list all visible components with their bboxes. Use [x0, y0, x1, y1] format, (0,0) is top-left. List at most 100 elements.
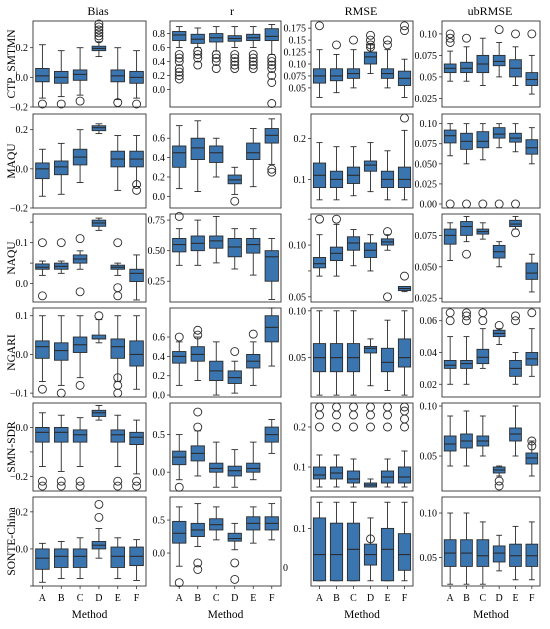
outlier-point: [511, 29, 520, 39]
iqr-box: [35, 426, 50, 443]
y-tick-label: 0.4: [153, 57, 166, 68]
box-c: [346, 146, 361, 197]
y-tick-label: 0.25: [148, 277, 166, 288]
panel-frame: [169, 213, 282, 303]
outlier-point: [267, 71, 277, 80]
box-a: [35, 542, 50, 583]
box-e: [509, 123, 522, 209]
outlier-point: [315, 214, 324, 224]
outlier-point: [94, 311, 104, 321]
y-tick-label: 0.6: [153, 43, 166, 54]
box-b: [54, 50, 69, 109]
box-e: [110, 135, 125, 191]
iqr-box: [397, 533, 412, 571]
outlier-point: [37, 238, 47, 248]
panel-frame: [441, 213, 541, 303]
panel-naqu-r: 0.25 0.50 0.75: [148, 211, 282, 303]
iqr-box: [363, 345, 378, 354]
outlier-point: [230, 347, 240, 356]
box-b: [460, 512, 473, 585]
outlier-point: [445, 29, 455, 39]
iqr-box: [312, 517, 327, 582]
y-tick-label: 0.04: [420, 348, 438, 359]
box-a: [312, 501, 327, 582]
box-d: [363, 402, 378, 488]
box-a: [172, 434, 187, 492]
x-axis-label: Method: [344, 609, 380, 621]
x-tick-label-b: B: [463, 593, 470, 604]
y-tick-label: 0.10: [420, 119, 438, 130]
box-d: [91, 499, 107, 559]
panel-frame: [310, 307, 414, 398]
iqr-box: [476, 348, 490, 365]
y-tick-label: 0.2: [16, 125, 29, 136]
panel-sonte-china-rmse: 0.1: [294, 496, 414, 587]
outlier-point: [230, 196, 240, 206]
x-tick-label-e: E: [250, 593, 256, 604]
panel-frame: [310, 113, 414, 209]
panel-sonte-china-bias: 0.0 0.2: [16, 496, 147, 587]
box-a: [443, 512, 457, 585]
y-tick-label: 0.4: [153, 352, 166, 363]
box-d: [363, 338, 378, 387]
outlier-point: [211, 53, 221, 63]
iqr-box: [91, 409, 107, 417]
box-a: [172, 26, 187, 84]
y-tick-label: 0.6: [153, 333, 166, 344]
outlier-point: [445, 308, 455, 318]
outlier-point: [174, 53, 184, 63]
iqr-box: [397, 166, 412, 189]
box-b: [54, 414, 69, 491]
box-b: [329, 214, 344, 277]
outlier-point: [527, 441, 537, 451]
panel-ngari-ubrmse: 0.02 0.04 0.06: [420, 307, 541, 398]
box-d: [227, 347, 242, 394]
iqr-box: [54, 160, 69, 176]
x-tick-label-b: B: [333, 593, 340, 604]
iqr-box: [72, 69, 88, 81]
outlier-point: [366, 402, 375, 412]
box-e: [380, 150, 395, 201]
x-axis-label: Method: [208, 609, 244, 621]
iqr-box: [172, 145, 187, 168]
iqr-box: [91, 334, 107, 340]
box-c: [346, 310, 361, 396]
box-b: [460, 216, 473, 259]
x-tick-label-f: F: [529, 593, 535, 604]
box-e: [246, 128, 261, 188]
box-e: [110, 47, 125, 108]
iqr-box: [246, 462, 261, 473]
box-f: [129, 315, 144, 390]
panel-frame: [169, 20, 282, 108]
box-f: [264, 419, 279, 454]
outlier-point: [193, 60, 203, 70]
box-d: [363, 142, 378, 193]
outlier-point: [230, 574, 240, 584]
box-b: [190, 503, 205, 574]
box-b: [329, 146, 344, 201]
box-c: [209, 137, 224, 178]
outlier-point: [383, 402, 392, 412]
iqr-box: [329, 68, 344, 82]
x-tick-label-a: A: [39, 593, 47, 604]
panel-frame: [169, 496, 282, 587]
box-c: [346, 35, 361, 89]
box-d: [492, 25, 506, 78]
iqr-box: [54, 426, 69, 443]
iqr-box: [264, 250, 279, 282]
box-b: [460, 123, 473, 209]
y-tick-label: 0.075: [415, 139, 438, 150]
iqr-box: [264, 315, 279, 343]
iqr-box: [110, 546, 125, 568]
panel-frame: [169, 402, 282, 492]
outlier-point: [248, 53, 258, 63]
y-tick-label: −0.2: [10, 472, 28, 483]
outlier-point: [383, 292, 392, 302]
panel-frame: [32, 213, 147, 303]
iqr-box: [246, 237, 261, 254]
y-tick-label: 0.025: [415, 294, 438, 305]
panel-frame: [32, 496, 147, 587]
y-tick-label: 0.05: [289, 353, 307, 364]
outlier-point: [494, 481, 504, 491]
x-tick-label-e: E: [115, 593, 121, 604]
